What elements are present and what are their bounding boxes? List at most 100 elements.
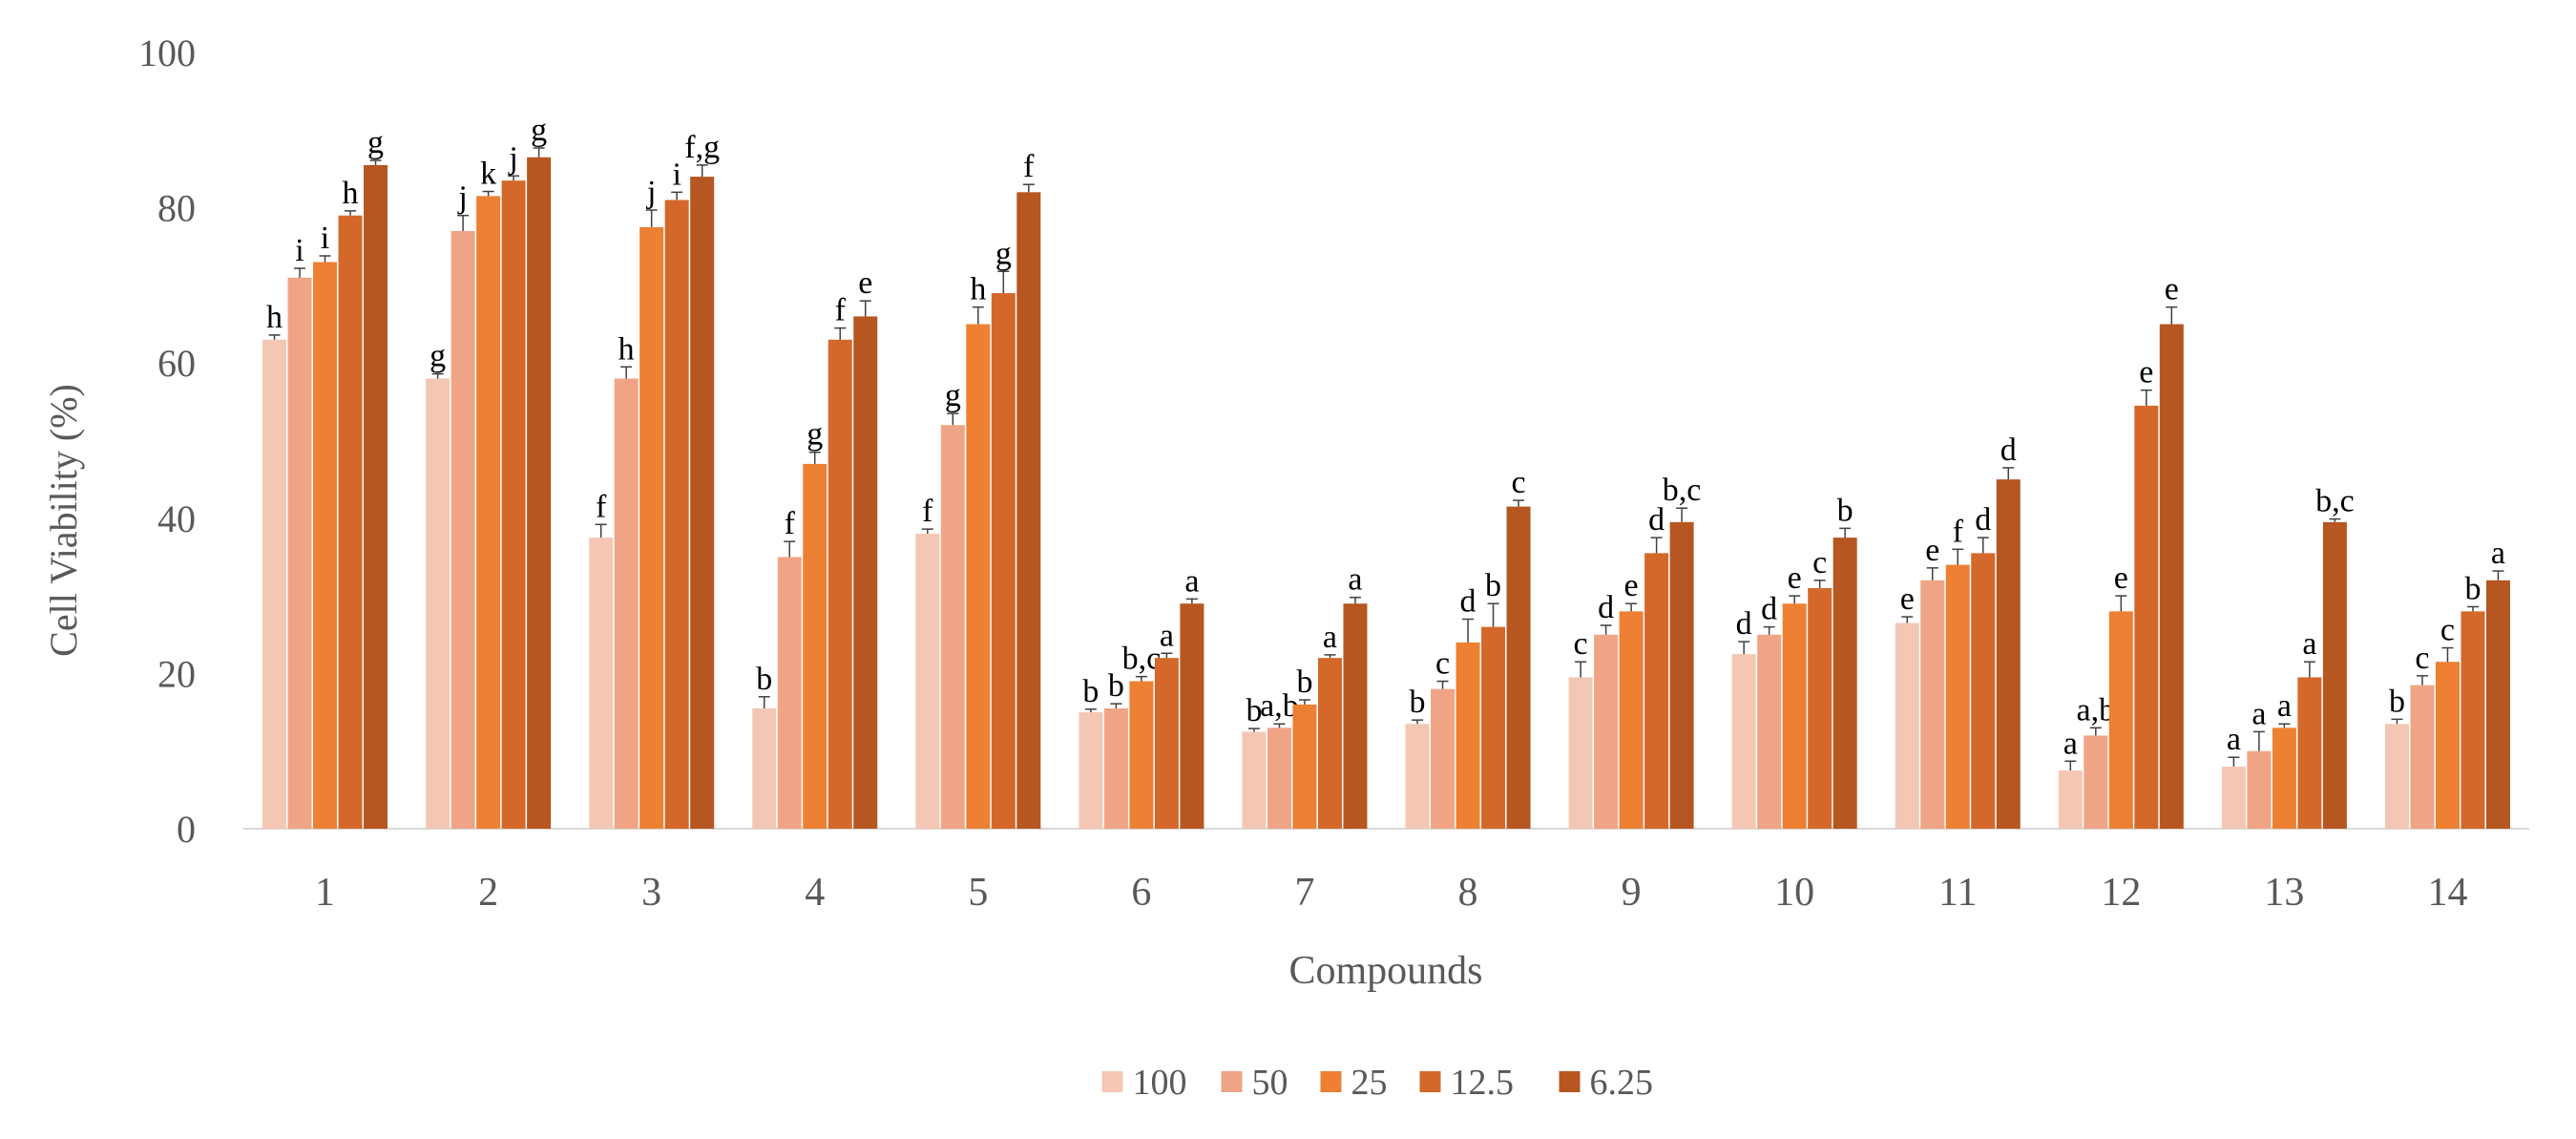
bar xyxy=(2461,611,2485,829)
bar xyxy=(1405,724,1430,829)
y-tick-label: 20 xyxy=(157,652,196,695)
legend-swatch xyxy=(1101,1071,1123,1092)
significance-label: f xyxy=(835,293,847,328)
bar xyxy=(2485,580,2510,829)
bar xyxy=(450,230,475,830)
legend-swatch xyxy=(1221,1071,1243,1092)
significance-label: b xyxy=(1082,674,1099,709)
significance-label: d xyxy=(1761,592,1777,627)
legend-label: 6.25 xyxy=(1590,1063,1654,1103)
bar xyxy=(1103,707,1128,829)
bar xyxy=(1568,677,1593,829)
bar xyxy=(2435,662,2460,829)
significance-label: d xyxy=(1736,606,1752,642)
significance-label: h xyxy=(266,300,283,335)
bar xyxy=(1079,712,1103,829)
x-tick-label: 1 xyxy=(315,871,335,915)
significance-label: h xyxy=(970,272,986,307)
significance-label: a xyxy=(2063,726,2078,761)
bar xyxy=(1644,553,1669,829)
bar xyxy=(1594,634,1619,829)
significance-label: c xyxy=(1812,545,1827,580)
significance-label: b xyxy=(1485,568,1501,603)
bar xyxy=(2297,677,2322,829)
bar xyxy=(803,463,827,829)
significance-label: a xyxy=(2251,696,2266,731)
x-tick-label: 6 xyxy=(1131,871,1151,915)
x-axis: 1 2 3 4 5 6 7 8 9 10 11 12 13 14 xyxy=(315,871,2467,915)
significance-label: a xyxy=(1348,562,1362,598)
bar xyxy=(664,200,689,830)
x-tick-label: 11 xyxy=(1938,871,1977,915)
bar xyxy=(1431,688,1456,829)
bar xyxy=(2159,324,2184,829)
significance-label: b xyxy=(756,662,772,697)
y-axis: 0 20 40 60 80 100 xyxy=(138,32,196,851)
bar xyxy=(476,196,501,829)
bar xyxy=(2384,724,2409,829)
significance-label: a xyxy=(2491,536,2505,571)
significance-label: b,c xyxy=(1663,473,1702,508)
bar xyxy=(1129,681,1154,829)
x-tick-label: 9 xyxy=(1622,871,1642,915)
significance-label: a xyxy=(1323,620,1337,655)
bar xyxy=(1016,192,1041,830)
x-tick-label: 8 xyxy=(1458,871,1478,915)
y-tick-label: 80 xyxy=(157,187,196,230)
bar xyxy=(1996,479,2021,829)
bar xyxy=(1833,538,1857,829)
legend-label: 100 xyxy=(1133,1063,1187,1103)
bar xyxy=(313,262,338,829)
significance-label: b,c xyxy=(2315,484,2355,519)
significance-label: d xyxy=(1648,502,1665,538)
bar xyxy=(1782,603,1807,829)
bar xyxy=(1945,564,1970,829)
x-tick-label: 10 xyxy=(1774,871,1814,915)
significance-label: j xyxy=(457,180,467,216)
x-tick-label: 2 xyxy=(478,871,498,915)
significance-label: a xyxy=(1184,563,1199,599)
legend-swatch xyxy=(1320,1071,1342,1092)
x-tick-label: 3 xyxy=(641,871,661,915)
significance-label: g xyxy=(429,339,446,374)
significance-label: j xyxy=(646,175,656,210)
significance-label: e xyxy=(1624,568,1639,603)
significance-label: f xyxy=(785,506,796,541)
significance-label: e xyxy=(1925,533,1939,568)
significance-label: c xyxy=(1574,626,1588,662)
bar xyxy=(1317,658,1342,829)
legend-label: 25 xyxy=(1351,1063,1388,1103)
significance-label: g xyxy=(531,113,547,148)
significance-label: i xyxy=(295,233,304,268)
significance-label: g xyxy=(806,417,823,453)
significance-label: h xyxy=(618,331,635,367)
bar xyxy=(1456,642,1480,829)
bar xyxy=(2272,728,2296,829)
bar xyxy=(2221,766,2246,829)
bar xyxy=(690,177,715,829)
significance-label: c xyxy=(2440,613,2455,648)
bar xyxy=(527,157,552,829)
significance-label: g xyxy=(995,236,1012,271)
bar xyxy=(287,277,312,829)
significance-label: c xyxy=(1511,465,1525,500)
y-tick-label: 100 xyxy=(138,32,196,74)
significance-label: f xyxy=(922,494,933,529)
x-tick-label: 13 xyxy=(2264,871,2304,915)
significance-label: f,g xyxy=(684,130,720,165)
x-tick-label: 4 xyxy=(805,871,825,915)
bar xyxy=(1154,658,1179,829)
bar xyxy=(1481,626,1506,829)
significance-label: f xyxy=(1023,149,1035,184)
bar xyxy=(426,378,450,829)
significance-label: c xyxy=(1435,646,1450,682)
bar xyxy=(966,324,991,829)
bar xyxy=(752,707,777,829)
bar xyxy=(1731,654,1756,829)
x-axis-label: Compounds xyxy=(1288,949,1482,993)
bar xyxy=(2247,750,2272,829)
significance-label: e xyxy=(1788,560,1802,596)
bar xyxy=(1619,611,1644,829)
